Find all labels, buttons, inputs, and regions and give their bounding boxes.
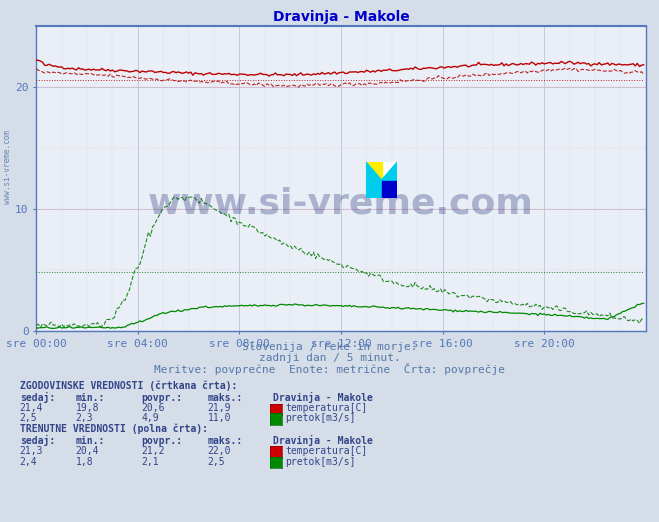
Text: 21,2: 21,2 bbox=[142, 446, 165, 456]
Text: 21,9: 21,9 bbox=[208, 404, 231, 413]
Text: 21,3: 21,3 bbox=[20, 446, 43, 456]
Polygon shape bbox=[382, 162, 397, 180]
Text: 1,8: 1,8 bbox=[76, 457, 94, 467]
Text: 11,0: 11,0 bbox=[208, 413, 231, 423]
Text: pretok[m3/s]: pretok[m3/s] bbox=[285, 457, 356, 467]
Text: min.:: min.: bbox=[76, 436, 105, 446]
Text: 22,0: 22,0 bbox=[208, 446, 231, 456]
Text: min.:: min.: bbox=[76, 393, 105, 403]
Text: Slovenija / reke in morje.: Slovenija / reke in morje. bbox=[242, 342, 417, 352]
Text: 2,5: 2,5 bbox=[20, 413, 38, 423]
Text: www.si-vreme.com: www.si-vreme.com bbox=[148, 186, 534, 220]
Text: www.si-vreme.com: www.si-vreme.com bbox=[3, 130, 13, 204]
Text: temperatura[C]: temperatura[C] bbox=[285, 404, 368, 413]
Text: 20,4: 20,4 bbox=[76, 446, 100, 456]
Text: pretok[m3/s]: pretok[m3/s] bbox=[285, 413, 356, 423]
Text: TRENUTNE VREDNOSTI (polna črta):: TRENUTNE VREDNOSTI (polna črta): bbox=[20, 424, 208, 434]
Text: 2,1: 2,1 bbox=[142, 457, 159, 467]
Text: ZGODOVINSKE VREDNOSTI (črtkana črta):: ZGODOVINSKE VREDNOSTI (črtkana črta): bbox=[20, 381, 237, 391]
Text: Dravinja - Makole: Dravinja - Makole bbox=[273, 435, 374, 446]
Text: 4,9: 4,9 bbox=[142, 413, 159, 423]
Text: Meritve: povprečne  Enote: metrične  Črta: povprečje: Meritve: povprečne Enote: metrične Črta:… bbox=[154, 363, 505, 375]
Text: sedaj:: sedaj: bbox=[20, 392, 55, 403]
Text: 2,5: 2,5 bbox=[208, 457, 225, 467]
Polygon shape bbox=[366, 162, 397, 198]
Text: sedaj:: sedaj: bbox=[20, 435, 55, 446]
Text: 2,4: 2,4 bbox=[20, 457, 38, 467]
Title: Dravinja - Makole: Dravinja - Makole bbox=[273, 9, 409, 23]
Text: povpr.:: povpr.: bbox=[142, 393, 183, 403]
Text: Dravinja - Makole: Dravinja - Makole bbox=[273, 392, 374, 403]
Text: zadnji dan / 5 minut.: zadnji dan / 5 minut. bbox=[258, 353, 401, 363]
Text: 21,4: 21,4 bbox=[20, 404, 43, 413]
Text: maks.:: maks.: bbox=[208, 393, 243, 403]
Text: 2,3: 2,3 bbox=[76, 413, 94, 423]
Text: maks.:: maks.: bbox=[208, 436, 243, 446]
Text: 20,6: 20,6 bbox=[142, 404, 165, 413]
Text: temperatura[C]: temperatura[C] bbox=[285, 446, 368, 456]
Text: 19,8: 19,8 bbox=[76, 404, 100, 413]
Text: povpr.:: povpr.: bbox=[142, 436, 183, 446]
Polygon shape bbox=[382, 180, 397, 198]
